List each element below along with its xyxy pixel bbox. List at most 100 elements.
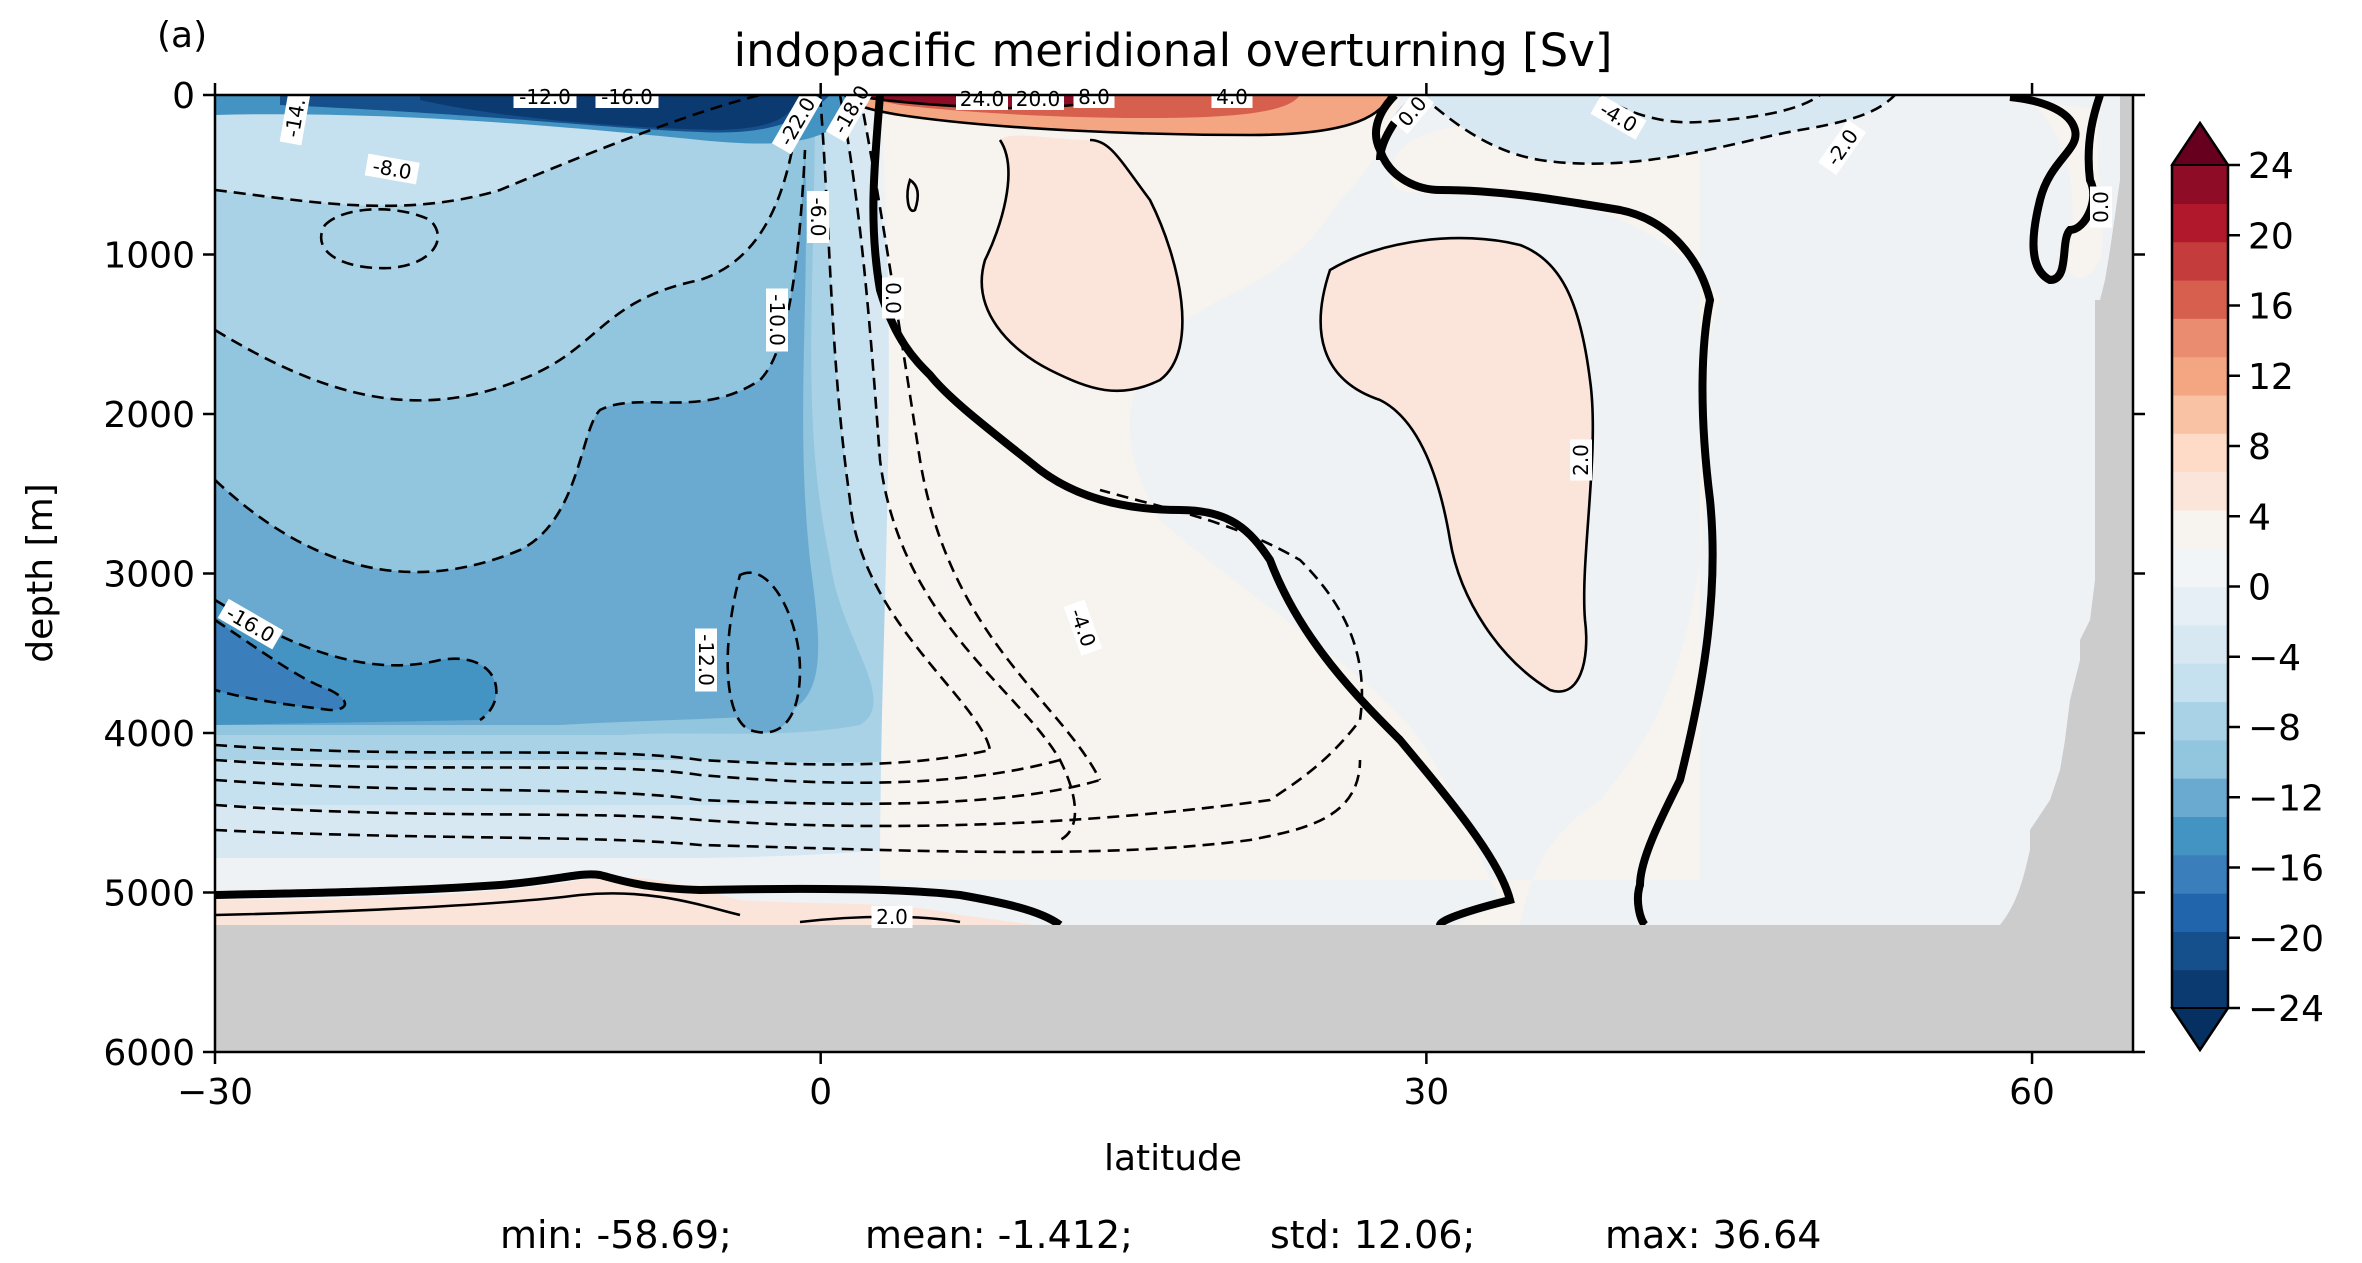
colorbar-segment <box>2172 739 2228 779</box>
contour-label: 4.0 <box>1211 85 1253 109</box>
colorbar-segment <box>2172 509 2228 549</box>
contour-label-bg <box>217 598 284 650</box>
contour-label: -12.0 <box>513 85 577 109</box>
colorbar-segment <box>2172 356 2228 396</box>
contour-label-bg <box>1211 86 1253 108</box>
colorbar-tick-label: −8 <box>2248 708 2301 749</box>
stat-std: std: 12.06; <box>1270 1213 1475 1257</box>
contour-label-bg <box>1012 88 1064 110</box>
contour-label-bg <box>1063 599 1103 656</box>
colorbar-tick-label: 24 <box>2248 146 2294 187</box>
colorbar-segment <box>2172 241 2228 281</box>
colorbar-segment <box>2172 816 2228 856</box>
contour-line <box>1419 95 1896 165</box>
contour-line <box>215 759 1362 854</box>
contour-label-text: 4.0 <box>1216 85 1248 109</box>
y-axis: 0 1000 2000 3000 4000 5000 6000 <box>103 76 2145 1074</box>
plot-area <box>215 95 2133 1052</box>
colorbar-segment <box>2172 663 2228 703</box>
region-equatorial-deep <box>727 572 800 733</box>
contour-label-bg <box>1590 94 1647 140</box>
x-axis: −30 0 30 60 <box>177 83 2055 1113</box>
stat-min: min: -58.69; <box>500 1213 732 1257</box>
colorbar-segment <box>2172 778 2228 818</box>
contour-line <box>1372 95 1717 928</box>
contour-label: -6.0 <box>806 191 830 243</box>
colorbar-tick-label: 12 <box>2248 357 2294 398</box>
colorbar-segment <box>2172 203 2228 243</box>
colorbar-segment <box>2172 931 2228 971</box>
contour-line <box>843 95 1392 137</box>
land-mask <box>215 95 2133 1052</box>
contour-label-bg <box>695 628 717 692</box>
contour-label-bg <box>882 277 904 319</box>
colorbar-extend-top <box>2170 121 2230 166</box>
contour-line <box>726 571 802 734</box>
contour-line <box>215 870 1063 929</box>
contour-label-text: 20.0 <box>1016 87 1061 111</box>
contour-label-bg <box>364 153 420 185</box>
colorbar-tick-label: −16 <box>2248 849 2324 890</box>
colorbar-segment <box>2172 969 2228 1009</box>
contour-label-bg <box>595 86 659 108</box>
colorbar-tick-label: 16 <box>2248 287 2294 328</box>
contour-label: -16.0 <box>595 85 659 109</box>
contour-line <box>215 95 802 402</box>
contour-label: 20.0 <box>1012 87 1064 111</box>
colorbar-tick-label: −20 <box>2248 919 2324 960</box>
colorbar-segment <box>2172 165 2228 204</box>
x-tick-label: 0 <box>809 1072 832 1113</box>
chart-title: indopacific meridional overturning [Sv] <box>734 24 1613 77</box>
y-tick-label: 3000 <box>103 555 195 596</box>
colorbar-segment <box>2172 586 2228 626</box>
colorbar-segment <box>2172 701 2228 741</box>
contour-label-bg <box>1073 86 1115 108</box>
colorbar-tick-label: −12 <box>2248 778 2324 819</box>
colorbar-tick-label: −24 <box>2248 989 2324 1030</box>
contour-line <box>215 149 807 574</box>
contour-label-text: 0.0 <box>881 282 905 314</box>
contour-label-text: -12.0 <box>519 85 571 109</box>
colorbar-segment <box>2172 433 2228 473</box>
colorbar-tick-label: 20 <box>2248 216 2294 257</box>
contour-label-text: 2.0 <box>876 905 908 929</box>
x-tick-label: 60 <box>2009 1072 2055 1113</box>
contour-label-bg <box>2090 186 2112 228</box>
colorbar-tick-label: 4 <box>2248 497 2271 538</box>
region-deep-southern-cell <box>215 150 819 725</box>
contour-label-bg <box>766 288 788 352</box>
y-tick-label: 1000 <box>103 236 195 277</box>
colorbar-segment <box>2172 279 2228 319</box>
contour-label-text: -10.0 <box>765 294 789 346</box>
contour-label-bg <box>513 86 577 108</box>
contour-label-bg <box>1818 119 1867 176</box>
panel-label: (a) <box>157 15 207 56</box>
y-axis-label: depth [m] <box>20 483 61 662</box>
contour-line <box>215 488 1364 828</box>
contour-label-text: 24.0 <box>960 87 1005 111</box>
contour-line <box>215 778 1101 806</box>
contour-label-bg <box>1570 439 1592 481</box>
contour-label: 0.0 <box>881 277 905 319</box>
contour-label-text: 8.0 <box>1078 85 1110 109</box>
region-tropical-positive-inner <box>981 135 1183 391</box>
colorbar-segment <box>2172 854 2228 894</box>
x-tick-label: 30 <box>1403 1072 1449 1113</box>
y-tick-label: 4000 <box>103 714 195 755</box>
contour-line <box>2009 95 2104 285</box>
y-tick-label: 6000 <box>103 1033 195 1074</box>
contour-label: 8.0 <box>1073 85 1115 109</box>
contour-line <box>215 758 1061 785</box>
contour-label: 2.0 <box>1569 439 1593 481</box>
contour-label: 0.0 <box>2089 186 2113 228</box>
colorbar-tick-label: 8 <box>2248 427 2271 468</box>
contour-label-bg <box>279 90 311 146</box>
y-tick-label: 5000 <box>103 874 195 915</box>
contour-label: 24.0 <box>956 87 1008 111</box>
contour-label-bg <box>1390 88 1434 135</box>
colorbar-segment <box>2172 893 2228 932</box>
contour-line <box>215 743 991 766</box>
stat-mean: mean: -1.412; <box>865 1213 1133 1257</box>
stat-max: max: 36.64 <box>1605 1213 1821 1257</box>
